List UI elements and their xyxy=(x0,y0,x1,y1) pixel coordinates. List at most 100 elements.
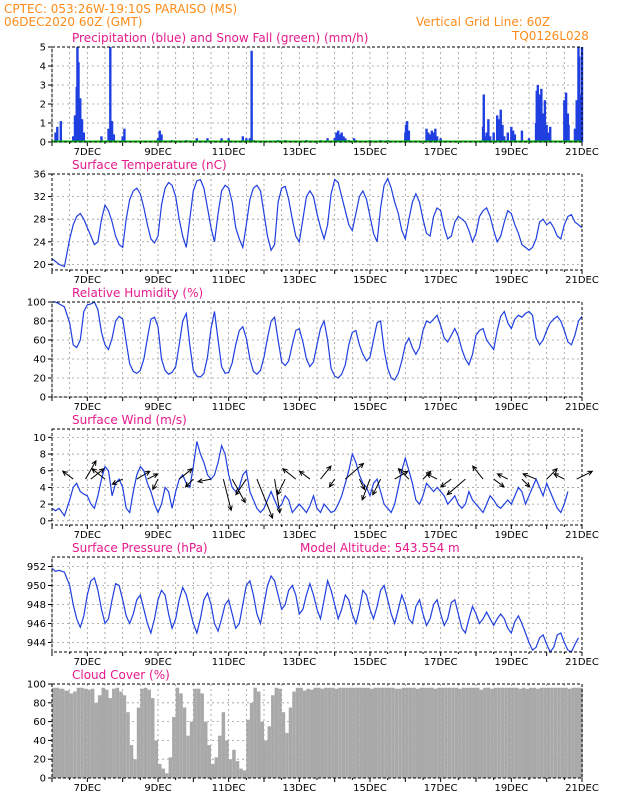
cloud-cover-bar xyxy=(122,695,127,778)
cloud-cover-bar xyxy=(108,698,113,778)
x-tick-label: 15DEC xyxy=(353,275,387,286)
cloud-cover-bar xyxy=(472,687,476,778)
precip-bar xyxy=(485,132,488,142)
x-tick-label: 21DEC xyxy=(565,657,599,668)
precip-bar xyxy=(56,126,59,142)
cloud-cover-bar xyxy=(454,687,459,778)
precip-bar xyxy=(435,136,439,142)
cloud-cover-bar xyxy=(126,712,130,778)
cloud-cover-bar xyxy=(518,688,522,778)
cloud-cover-bar xyxy=(550,687,554,778)
cloud-cover-bar xyxy=(437,687,441,778)
cloud-cover-bar xyxy=(440,687,445,778)
cloud-cover-bar xyxy=(451,687,455,778)
y-tick-label: 0 xyxy=(40,516,46,527)
precip-bar xyxy=(326,138,329,142)
precip-bar xyxy=(107,128,110,142)
y-tick-label: 3 xyxy=(40,81,46,92)
precip-bar xyxy=(425,128,428,142)
cloud-cover-bar xyxy=(69,693,74,778)
wind-arrow xyxy=(281,467,297,480)
y-tick-label: 4 xyxy=(40,62,46,73)
precip-bar xyxy=(564,92,568,142)
precip-bar xyxy=(73,115,77,142)
x-tick-label: 15DEC xyxy=(353,147,387,158)
cloud-cover-bar xyxy=(578,687,582,778)
cloud-cover-bar xyxy=(511,687,515,778)
cloud-cover-bar xyxy=(76,687,81,778)
wind-arrow xyxy=(178,467,194,480)
y-tick-label: 20 xyxy=(33,755,46,766)
header-location: CPTEC: 053:26W-19:10S PARAISO (MS) xyxy=(4,2,237,16)
wind-arrow xyxy=(546,467,558,480)
x-tick-label: 15DEC xyxy=(353,657,387,668)
precip-bar xyxy=(511,130,515,142)
cloud-cover-bar xyxy=(564,687,568,778)
cloud-cover-bar xyxy=(225,740,229,778)
cloud-cover-bar xyxy=(405,687,409,778)
wind-arrow xyxy=(111,478,123,485)
cloud-cover-bar xyxy=(394,688,399,778)
wind-arrow xyxy=(235,478,247,496)
wind-arrow xyxy=(493,478,505,488)
x-tick-label: 9DEC xyxy=(144,783,171,794)
precip-bar xyxy=(333,138,336,142)
cloud-cover-bar xyxy=(514,687,519,778)
cloud-cover-bar xyxy=(574,687,579,778)
y-tick-label: 1 xyxy=(40,119,46,130)
cloud-cover-bar xyxy=(253,687,257,778)
cloud-cover-bar xyxy=(80,687,84,778)
wind-arrow xyxy=(471,465,484,480)
x-tick-label: 13DEC xyxy=(282,657,316,668)
cloud-cover-bar xyxy=(295,687,300,778)
precip-bar xyxy=(109,47,112,142)
cloud-cover-bar xyxy=(242,770,247,778)
x-tick-label: 11DEC xyxy=(212,657,246,668)
cloud-cover-bar xyxy=(249,702,254,778)
cloud-cover-bar xyxy=(203,721,208,778)
cloud-cover-bar xyxy=(179,693,183,778)
y-tick-label: 944 xyxy=(27,638,46,649)
cloud-cover-bar xyxy=(352,687,356,778)
cloud-cover-bar xyxy=(362,687,367,778)
y-tick-label: 32 xyxy=(33,192,46,203)
wind-arrow xyxy=(358,478,366,491)
cloud-cover-bar xyxy=(186,735,190,778)
cloud-cover-bar xyxy=(59,688,65,778)
panel-title: Precipitation (blue) and Snow Fall (gree… xyxy=(72,31,368,45)
wind-arrow xyxy=(394,470,409,480)
y-tick-label: 20 xyxy=(33,260,46,271)
y-tick-label: 100 xyxy=(27,298,46,309)
precip-bar xyxy=(227,138,230,142)
wind-arrow xyxy=(446,478,466,496)
cloud-cover-bar xyxy=(221,712,226,778)
wind-arrow xyxy=(372,478,382,496)
wind-arrow xyxy=(425,473,438,480)
precip-bar xyxy=(513,134,517,142)
cloud-cover-bar xyxy=(345,687,349,778)
wind-arrow xyxy=(276,478,286,496)
y-tick-label: 952 xyxy=(27,562,46,573)
x-tick-label: 17DEC xyxy=(424,147,458,158)
precip-bar xyxy=(549,126,552,142)
cloud-cover-bar xyxy=(115,687,120,778)
cloud-cover-bar xyxy=(557,687,561,778)
x-tick-label: 11DEC xyxy=(212,147,246,158)
precip-bar xyxy=(220,138,223,142)
y-tick-label: 20 xyxy=(33,374,46,385)
precip-bar xyxy=(54,132,57,142)
precip-bar xyxy=(72,136,75,142)
wind-arrow xyxy=(91,467,106,480)
cloud-cover-bar xyxy=(539,687,544,778)
precip-bar xyxy=(434,128,437,142)
wind-arrow xyxy=(576,470,594,480)
wind-arrow xyxy=(521,478,531,488)
cloud-cover-bar xyxy=(553,687,558,778)
y-tick-label: 2 xyxy=(40,500,46,511)
y-tick-label: 0 xyxy=(40,393,46,404)
cloud-cover-bar xyxy=(444,687,448,778)
wind-arrow xyxy=(552,473,565,480)
cloud-cover-bar xyxy=(373,687,378,778)
precip-bar xyxy=(241,136,244,142)
x-tick-label: 7DEC xyxy=(74,783,101,794)
